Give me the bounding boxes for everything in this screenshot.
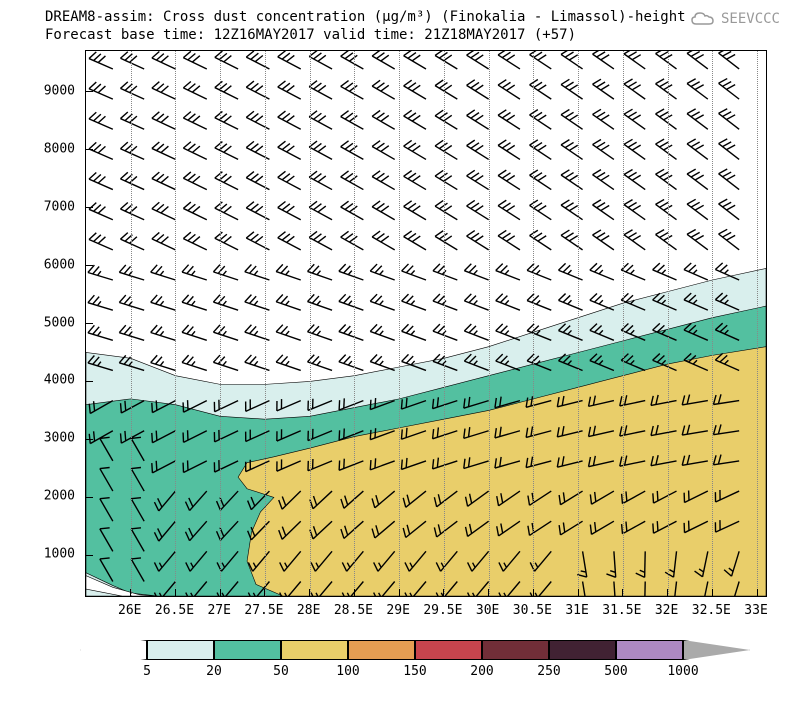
y-tick-label: 9000 (44, 83, 75, 98)
legend-swatch (415, 640, 482, 660)
chart-title: DREAM8-assim: Cross dust concentration (… (45, 8, 686, 44)
legend-label: 20 (206, 664, 222, 679)
legend-swatch (348, 640, 415, 660)
legend-label: 150 (403, 664, 426, 679)
y-axis: 1000 2000 3000 4000 5000 6000 7000 8000 9000 (40, 50, 85, 595)
x-tick-label: 31.5E (602, 603, 641, 618)
x-tick-label: 32.5E (692, 603, 731, 618)
legend-swatch (683, 640, 750, 660)
legend-label: 250 (537, 664, 560, 679)
y-tick-label: 6000 (44, 257, 75, 272)
x-tick-label: 30.5E (513, 603, 552, 618)
y-tick-label: 3000 (44, 431, 75, 446)
legend-swatch (80, 640, 147, 660)
legend-swatch (482, 640, 549, 660)
legend-swatch (281, 640, 348, 660)
chart-container: DREAM8-assim: Cross dust concentration (… (0, 0, 800, 709)
legend-swatch (549, 640, 616, 660)
legend-label: 5 (143, 664, 151, 679)
legend-label: 50 (273, 664, 289, 679)
y-tick-label: 2000 (44, 489, 75, 504)
contour-layer (86, 51, 766, 596)
x-tick-label: 33E (744, 603, 767, 618)
legend-swatch (214, 640, 281, 660)
x-tick-label: 28.5E (334, 603, 373, 618)
y-tick-label: 5000 (44, 315, 75, 330)
x-tick-label: 28E (297, 603, 320, 618)
title-line1: DREAM8-assim: Cross dust concentration (… (45, 8, 686, 26)
title-line2: Forecast base time: 12Z16MAY2017 valid t… (45, 26, 686, 44)
x-tick-label: 27E (207, 603, 230, 618)
cloud-icon (689, 10, 717, 28)
legend-swatch (147, 640, 214, 660)
y-tick-label: 7000 (44, 199, 75, 214)
plot-area (85, 50, 767, 597)
x-axis: 26E 26.5E 27E 27.5E 28E 28.5E 29E 29.5E 30E 30.5E… (85, 595, 765, 625)
logo: SEEVCCC (689, 10, 780, 28)
x-tick-label: 31E (565, 603, 588, 618)
legend: 5 20 50 100 150 200 250 500 1000 (80, 640, 750, 685)
x-tick-label: 29.5E (423, 603, 462, 618)
x-tick-label: 27.5E (244, 603, 283, 618)
x-tick-label: 32E (655, 603, 678, 618)
legend-swatch (616, 640, 683, 660)
y-tick-label: 1000 (44, 547, 75, 562)
x-tick-label: 29E (386, 603, 409, 618)
x-tick-label: 26.5E (155, 603, 194, 618)
y-tick-label: 8000 (44, 141, 75, 156)
legend-label: 100 (336, 664, 359, 679)
legend-label: 500 (604, 664, 627, 679)
x-tick-label: 30E (476, 603, 499, 618)
x-tick-label: 26E (118, 603, 141, 618)
y-tick-label: 4000 (44, 373, 75, 388)
legend-label: 1000 (667, 664, 698, 679)
legend-label: 200 (470, 664, 493, 679)
logo-text: SEEVCCC (721, 11, 780, 27)
